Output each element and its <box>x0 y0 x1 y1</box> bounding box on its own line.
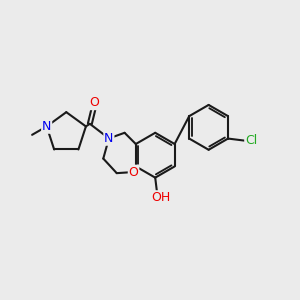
Text: N: N <box>104 132 114 145</box>
Text: O: O <box>129 166 139 178</box>
Text: Cl: Cl <box>245 134 257 147</box>
Text: N: N <box>42 120 51 133</box>
Text: O: O <box>89 96 99 109</box>
Text: OH: OH <box>151 191 170 204</box>
